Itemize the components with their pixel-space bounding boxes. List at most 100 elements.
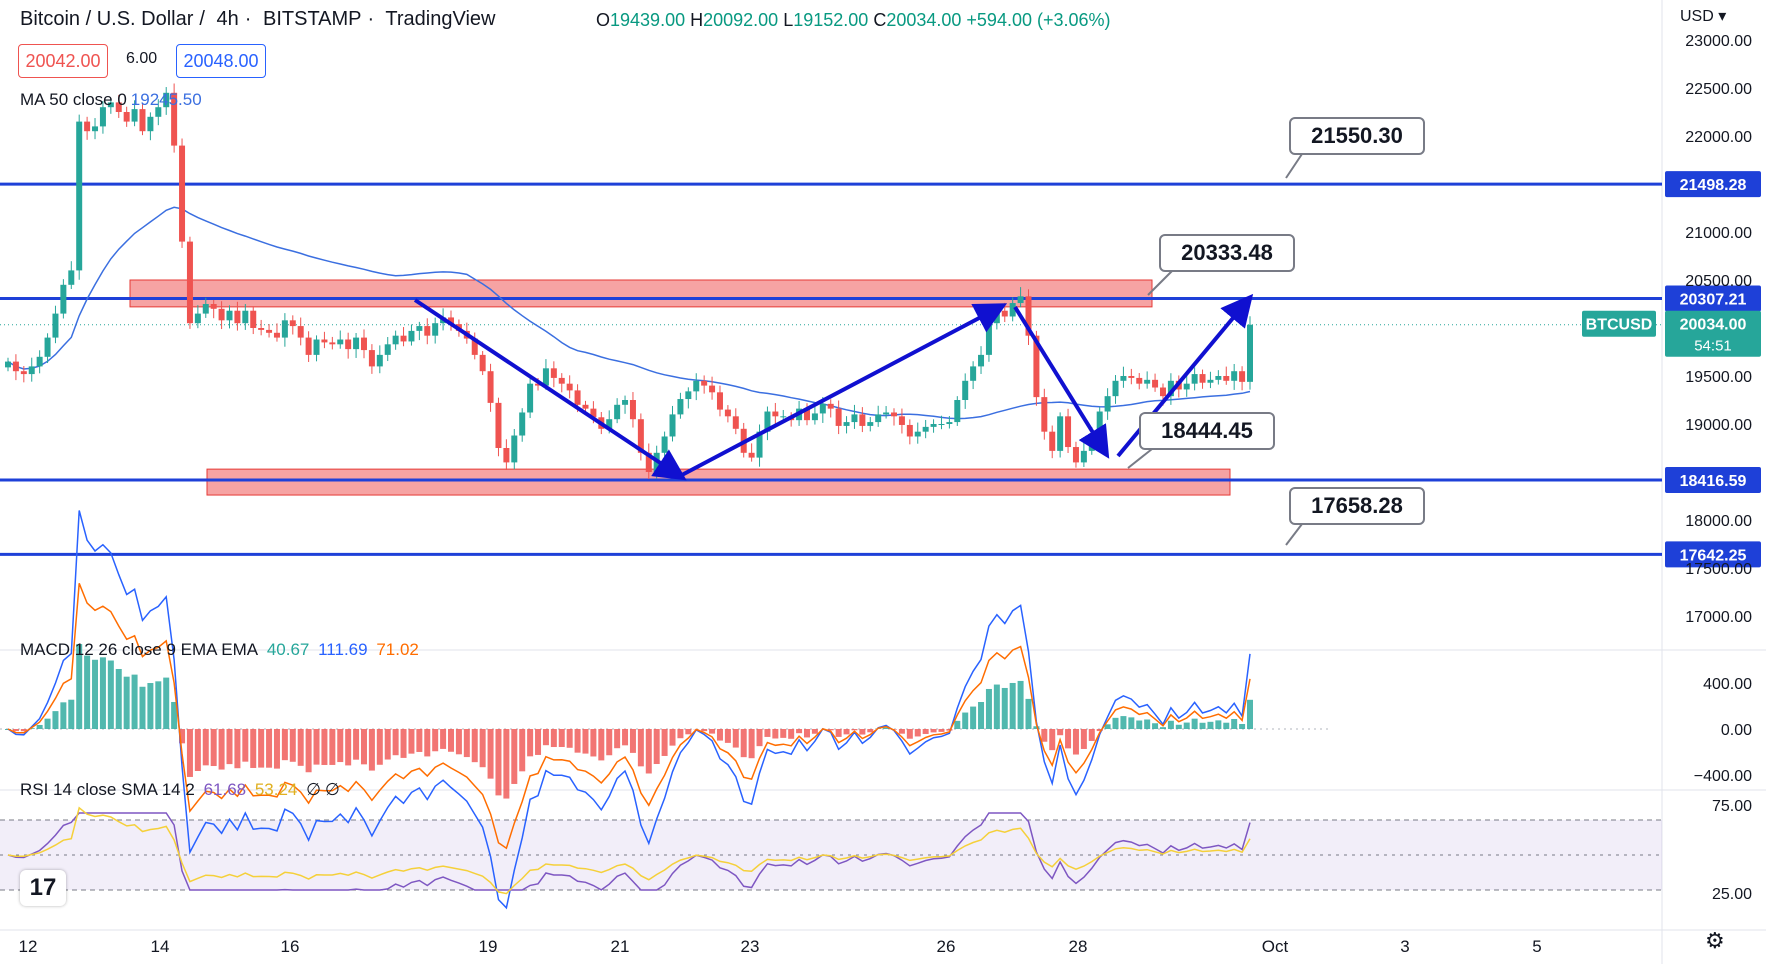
macd-histogram-bar	[637, 729, 644, 767]
symbol-name[interactable]: Bitcoin / U.S. Dollar	[20, 8, 194, 30]
callout-box[interactable]	[1159, 234, 1295, 272]
trend-arrow[interactable]	[413, 298, 687, 481]
ohlc-readout: O19439.00 H20092.00 L19152.00 C20034.00 …	[596, 10, 1111, 30]
candle-body	[297, 326, 304, 338]
macd-histogram-bar	[535, 729, 542, 755]
macd-histogram-bar	[194, 729, 201, 771]
macd-histogram-bar	[1009, 682, 1016, 729]
macd-histogram-bar	[867, 729, 874, 733]
callout-box[interactable]	[1289, 117, 1425, 155]
macd-histogram-bar	[796, 729, 803, 734]
price-tick: 19000.00	[1685, 417, 1752, 434]
buy-button[interactable]: 20048.00	[176, 44, 266, 78]
macd-histogram-bar	[463, 729, 470, 758]
candle-body	[123, 112, 130, 122]
candle-body	[44, 337, 51, 357]
macd-histogram-bar	[756, 729, 763, 747]
macd-histogram-bar	[44, 718, 51, 729]
macd-histogram-bar	[258, 729, 265, 768]
macd-histogram-bar	[803, 729, 810, 738]
time-tick: 26	[937, 937, 956, 956]
macd-histogram-bar	[179, 729, 186, 744]
price-tick: 18000.00	[1685, 513, 1752, 530]
candle-body	[1001, 310, 1008, 317]
candle-body	[1223, 376, 1230, 381]
ma-legend[interactable]: MA 50 close 0 19245.50	[20, 90, 202, 109]
candle-body	[147, 116, 154, 132]
macd-histogram-bar	[511, 729, 518, 784]
candle-body	[606, 419, 613, 429]
resistance-zone	[129, 279, 1153, 308]
rsi-legend[interactable]: RSI 14 close SMA 14 2 61.68 53.24 ∅ ∅	[20, 780, 340, 799]
macd-legend[interactable]: MACD 12 26 close 9 EMA EMA 40.67 111.69 …	[20, 640, 419, 659]
price-label-box	[1665, 541, 1761, 568]
macd-histogram-bar	[835, 729, 842, 737]
candle-body	[724, 409, 731, 417]
macd-histogram-bar	[859, 729, 866, 735]
macd-histogram-bar	[772, 729, 779, 739]
trend-arrow[interactable]	[1013, 305, 1110, 459]
sell-button[interactable]: 20042.00	[18, 44, 108, 78]
macd-histogram-bar	[321, 729, 328, 765]
macd-line	[7, 510, 1251, 910]
candle-body	[1207, 379, 1214, 383]
currency-select[interactable]: USD ▾	[1680, 8, 1727, 25]
candle-body	[107, 102, 114, 108]
candle-body	[851, 414, 858, 423]
macd-histogram-bar	[242, 729, 249, 762]
candle-body	[416, 326, 423, 331]
gear-icon[interactable]: ⚙	[1705, 928, 1725, 953]
callout-pointer	[1285, 153, 1303, 179]
macd-histogram-bar	[99, 657, 106, 729]
candle-body	[131, 109, 138, 122]
price-tick: 21000.00	[1685, 225, 1752, 242]
macd-histogram-bar	[962, 712, 969, 729]
trend-arrow[interactable]	[679, 303, 1008, 478]
candle-body	[930, 424, 937, 427]
macd-histogram-bar	[68, 699, 75, 729]
macd-histogram-bar	[993, 684, 1000, 729]
candle-body	[1025, 296, 1032, 336]
candle-body	[281, 320, 288, 338]
macd-histogram-bar	[954, 720, 961, 729]
candle-body	[519, 412, 526, 436]
macd-histogram-bar	[384, 729, 391, 760]
candle-body	[954, 400, 961, 423]
macd-histogram-bar	[914, 729, 921, 737]
callout-box[interactable]	[1289, 487, 1425, 525]
signal-line	[7, 583, 1251, 850]
candle-body	[1144, 379, 1151, 384]
candle-body	[1057, 416, 1064, 451]
candle-body	[76, 121, 83, 271]
last-price-box	[1665, 310, 1761, 357]
candle-body	[1231, 371, 1238, 381]
callout-box[interactable]	[1139, 412, 1275, 450]
macd-histogram-bar	[1001, 687, 1008, 729]
time-tick: 5	[1532, 937, 1541, 956]
candle-body	[891, 412, 898, 417]
candle-body	[258, 328, 265, 330]
callout-text: 21550.30	[1311, 123, 1403, 148]
macd-histogram-bar	[376, 729, 383, 765]
candle-body	[811, 413, 818, 421]
tradingview-logo-icon[interactable]: 17	[20, 870, 66, 906]
macd-histogram-bar	[677, 729, 684, 739]
macd-histogram-bar	[408, 729, 415, 754]
callout-text: 17658.28	[1311, 493, 1403, 518]
callout-pointer	[1285, 523, 1303, 546]
macd-histogram-bar	[139, 686, 146, 729]
macd-histogram-bar	[313, 729, 320, 765]
candle-body	[52, 313, 59, 338]
candle-body	[970, 366, 977, 381]
macd-histogram-bar	[123, 676, 130, 729]
callout-pointer	[1147, 270, 1173, 296]
macd-histogram-bar	[1072, 729, 1079, 755]
macd-histogram-bar	[1088, 729, 1095, 741]
macd-histogram-bar	[978, 702, 985, 729]
interval[interactable]: 4h	[216, 8, 239, 30]
candle-body	[28, 366, 35, 375]
candle-body	[756, 431, 763, 458]
candle-body	[883, 412, 890, 415]
price-label: 21498.28	[1680, 177, 1747, 194]
